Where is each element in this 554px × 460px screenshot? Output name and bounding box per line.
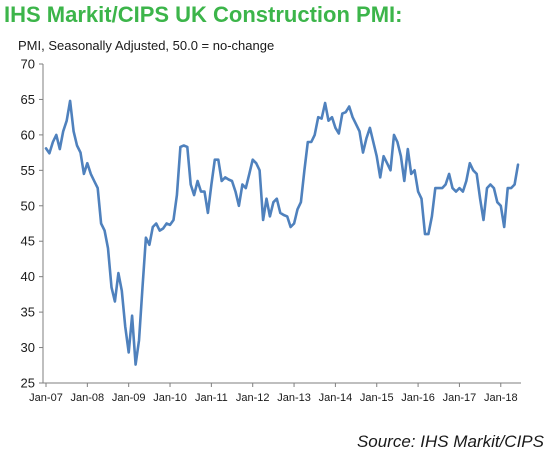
x-tick-label: Jan-12 (236, 392, 270, 404)
x-tick-label: Jan-17 (443, 392, 477, 404)
x-tick-label: Jan-07 (29, 392, 63, 404)
source-note: Source: IHS Markit/CIPS (356, 432, 544, 451)
y-tick-label: 35 (21, 305, 35, 320)
y-tick-label: 40 (21, 269, 35, 284)
x-tick-label: Jan-10 (153, 392, 187, 404)
pmi-series-line (44, 99, 520, 366)
y-tick-label: 30 (21, 340, 35, 355)
x-tick-label: Jan-18 (484, 392, 518, 404)
y-axis: 25 30 35 40 45 50 55 60 65 70 (21, 57, 44, 391)
x-axis: Jan-07 Jan-08 Jan-09 Jan-10 Jan-11 Jan-12 Jan-… (29, 382, 521, 404)
x-tick-label: Jan-15 (360, 392, 394, 404)
chart-title: IHS Markit/CIPS UK Construction PMI: (4, 2, 403, 27)
y-tick-label: 50 (21, 198, 35, 213)
x-tick-label: Jan-14 (319, 392, 353, 404)
x-tick-label: Jan-11 (195, 392, 228, 404)
y-tick-label: 45 (21, 234, 35, 249)
y-tick-label: 70 (21, 57, 35, 72)
x-tick-label: Jan-09 (112, 392, 146, 404)
x-tick-label: Jan-13 (277, 392, 311, 404)
y-tick-label: 65 (21, 92, 35, 107)
x-tick-label: Jan-08 (71, 392, 105, 404)
x-tick-label: Jan-16 (401, 392, 435, 404)
chart-subtitle: PMI, Seasonally Adjusted, 50.0 = no-chan… (18, 38, 275, 53)
y-tick-label: 60 (21, 127, 35, 142)
y-tick-label: 55 (21, 163, 35, 178)
series-layer (44, 99, 520, 366)
y-tick-label: 25 (21, 376, 35, 391)
